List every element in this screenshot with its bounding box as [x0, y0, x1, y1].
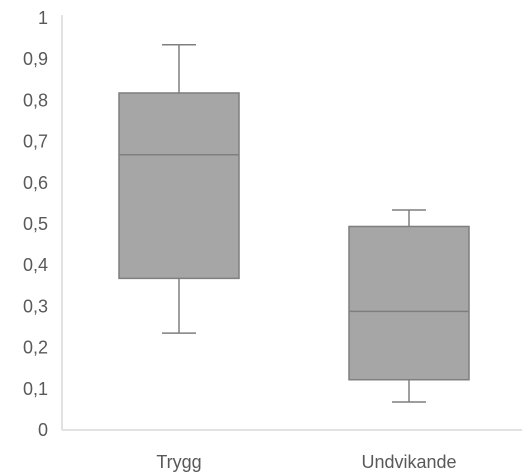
y-tick-label: 0,2 [23, 338, 48, 358]
box-undvikande [348, 209, 470, 403]
x-category-label: Undvikande [361, 452, 456, 472]
x-category-label: Trygg [156, 452, 201, 472]
y-tick-label: 0,5 [23, 214, 48, 234]
y-tick-label: 0,7 [23, 132, 48, 152]
y-tick-label: 0,4 [23, 255, 48, 275]
x-category-labels: Trygg Undvikande [156, 452, 456, 472]
boxes-group [118, 44, 470, 403]
box-trygg [118, 44, 240, 334]
iqr-box [348, 225, 470, 381]
y-tick-label: 1 [38, 8, 48, 28]
y-tick-label: 0,3 [23, 296, 48, 316]
y-tick-label: 0,6 [23, 173, 48, 193]
y-tick-label: 0,8 [23, 90, 48, 110]
y-tick-label: 0,1 [23, 379, 48, 399]
y-tick-labels: 0 0,1 0,2 0,3 0,4 0,5 0,6 0,7 0,8 0,9 1 [23, 8, 48, 440]
iqr-box [118, 92, 240, 280]
y-tick-label: 0,9 [23, 49, 48, 69]
y-tick-label: 0 [38, 420, 48, 440]
